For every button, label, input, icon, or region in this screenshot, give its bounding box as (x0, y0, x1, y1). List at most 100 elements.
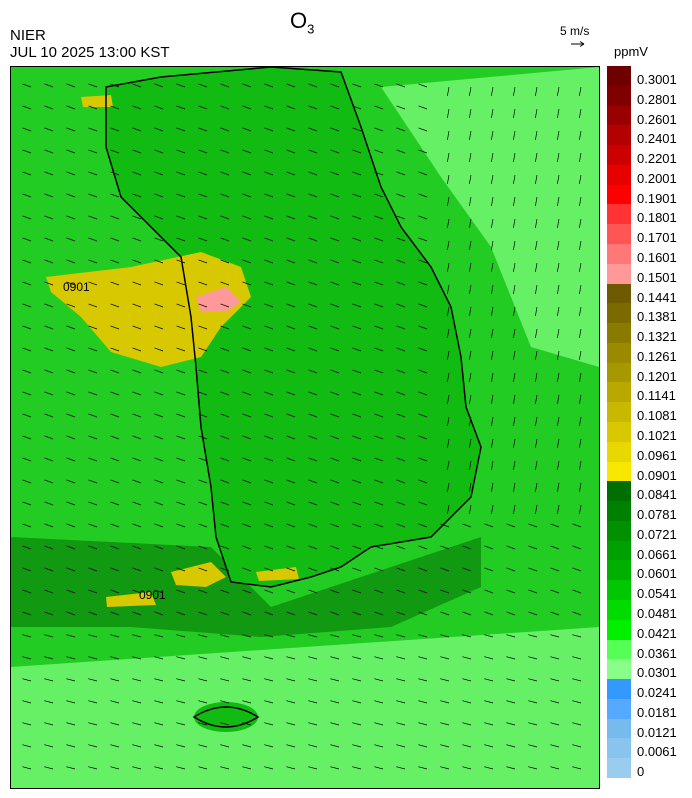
wind-arrow-icon (264, 149, 274, 154)
wind-arrow-icon (154, 523, 164, 528)
wind-arrow-icon (418, 656, 428, 660)
wind-arrow-icon (66, 435, 76, 440)
wind-arrow-icon (352, 766, 362, 770)
wind-arrow-icon (352, 722, 362, 726)
wind-arrow-icon (535, 86, 538, 96)
wind-arrow-icon (66, 149, 76, 154)
wind-arrow-icon (513, 504, 516, 514)
wind-arrow-icon (491, 460, 494, 470)
agency-label: NIER (10, 27, 46, 44)
wind-arrow-icon (447, 416, 450, 426)
wind-arrow-icon (352, 634, 362, 638)
wind-arrow-icon (352, 656, 362, 660)
wind-arrow-icon (469, 306, 472, 316)
wind-arrow-icon (198, 127, 208, 132)
wind-arrow-icon (308, 656, 318, 660)
legend-swatch (607, 422, 631, 443)
wind-arrow-icon (352, 501, 362, 506)
wind-arrow-icon (535, 328, 538, 338)
wind-arrow-icon (330, 127, 340, 132)
wind-arrow-icon (418, 567, 428, 572)
wind-arrow-icon (286, 325, 296, 330)
wind-arrow-icon (66, 259, 76, 264)
wind-arrow-icon (462, 678, 472, 682)
wind-arrow-icon (374, 303, 384, 308)
wind-arrow-icon (44, 634, 54, 638)
wind-arrow-icon (396, 83, 406, 88)
wind-arrow-icon (579, 196, 582, 206)
wind-arrow-icon (154, 435, 164, 440)
wind-arrow-icon (418, 127, 428, 132)
wind-arrow-icon (220, 634, 230, 638)
wind-arrow-icon (44, 656, 54, 660)
wind-arrow-icon (242, 766, 252, 770)
red-hotspot (196, 287, 241, 312)
wind-arrow-icon (352, 391, 362, 396)
wind-arrow-icon (198, 325, 208, 330)
wind-arrow-icon (264, 479, 274, 484)
wind-arrow-icon (528, 545, 538, 550)
wind-arrow-icon (242, 634, 252, 638)
wind-arrow-icon (462, 634, 472, 638)
wind-arrow-icon (374, 457, 384, 462)
wind-arrow-icon (396, 611, 406, 616)
wind-arrow-icon (418, 589, 428, 594)
wind-arrow-icon (264, 435, 274, 440)
wind-arrow-icon (447, 504, 450, 514)
wind-arrow-icon (88, 700, 98, 704)
wind-arrow-icon (491, 174, 494, 184)
wind-arrow-icon (132, 678, 142, 682)
legend-swatch (607, 402, 631, 423)
wind-arrow-icon (374, 501, 384, 506)
legend-swatch (607, 560, 631, 581)
wind-arrow-icon (513, 130, 516, 140)
wind-arrow-icon (513, 482, 516, 492)
wind-arrow-icon (447, 130, 450, 140)
ozone-map[interactable]: 0901 0901 (10, 66, 600, 789)
wind-arrow-icon (418, 83, 428, 88)
wind-arrow-icon (44, 369, 54, 374)
wind-arrow-icon (528, 678, 538, 682)
wind-arrow-icon (198, 303, 208, 308)
wind-arrow-icon (330, 215, 340, 220)
legend-swatch (607, 263, 631, 285)
wind-arrow-icon (528, 744, 538, 748)
wind-arrow-icon (374, 193, 384, 198)
wind-arrow-icon (66, 303, 76, 308)
wind-arrow-icon (491, 482, 494, 492)
wind-arrow-icon (440, 766, 450, 770)
wind-arrow-icon (132, 523, 142, 528)
wind-arrow-icon (22, 766, 32, 770)
wind-arrow-icon (418, 325, 428, 330)
wind-arrow-icon (528, 611, 538, 616)
wind-arrow-icon (418, 237, 428, 242)
wind-arrow-icon (396, 281, 406, 286)
wind-arrow-icon (44, 171, 54, 176)
wind-arrow-icon (330, 171, 340, 176)
wind-arrow-icon (374, 523, 384, 528)
wind-arrow-icon (264, 193, 274, 198)
wind-arrow-icon (198, 259, 208, 264)
wind-arrow-icon (308, 545, 318, 550)
wind-arrow-icon (491, 328, 494, 338)
wind-arrow-icon (88, 634, 98, 638)
wind-arrow-icon (132, 656, 142, 660)
wind-arrow-icon (220, 435, 230, 440)
wind-arrow-icon (176, 171, 186, 176)
legend-label: 0.1441 (637, 289, 677, 305)
wind-arrow-icon (286, 215, 296, 220)
wind-arrow-icon (579, 284, 582, 294)
wind-arrow-icon (418, 259, 428, 264)
wind-arrow-icon (242, 413, 252, 418)
wind-arrow-icon (154, 678, 164, 682)
wind-arrow-icon (176, 193, 186, 198)
wind-arrow-icon (88, 105, 98, 110)
wind-arrow-icon (396, 523, 406, 528)
jeju-coastline (192, 706, 260, 728)
wind-arrow-icon (176, 567, 186, 572)
wind-arrow-icon (579, 460, 582, 470)
wind-arrow-icon (220, 611, 230, 616)
wind-arrow-icon (418, 347, 428, 352)
wind-arrow-icon (447, 218, 450, 228)
wind-arrow-icon (491, 284, 494, 294)
